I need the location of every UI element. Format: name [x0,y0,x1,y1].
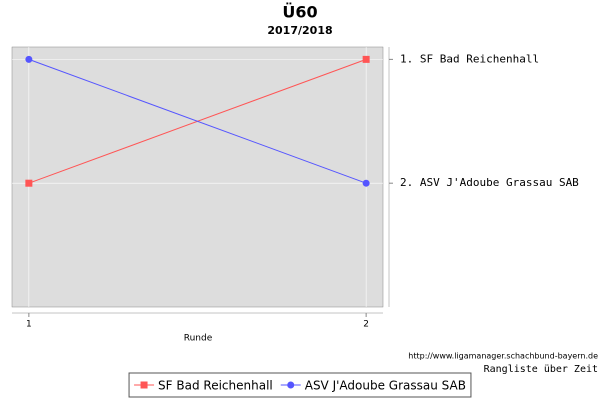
legend-label: ASV J'Adoube Grassau SAB [305,379,466,393]
y-tick-label: 2. ASV J'Adoube Grassau SAB [400,176,579,189]
series-line [28,58,367,184]
x-axis-label: Runde [184,334,213,344]
x-tick-label: 2 [363,320,369,330]
chart-title: Ü60 [282,3,317,22]
chart-subtitle: 2017/2018 [267,24,332,37]
chart-note: Rangliste über Zeit [484,364,598,375]
data-point [362,55,370,63]
data-point [25,55,33,63]
data-point [25,179,33,187]
legend-label: SF Bad Reichenhall [158,379,273,393]
y-tick-label: 1. SF Bad Reichenhall [400,52,539,65]
data-point [362,179,370,187]
plot-area [11,46,384,308]
source-url: http://www.ligamanager.schachbund-bayern… [408,352,598,361]
x-tick-label: 1 [26,320,32,330]
legend-marker [140,381,148,389]
legend-marker [287,381,295,389]
